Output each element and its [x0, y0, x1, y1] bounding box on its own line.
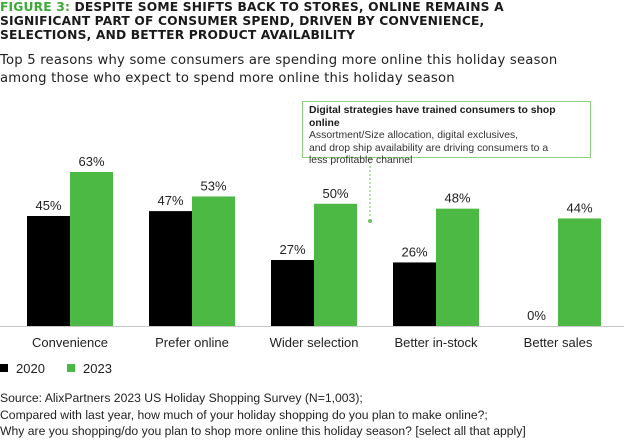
- data-label-2020-4: 26%: [401, 244, 427, 259]
- bar-2020-3: [271, 260, 314, 326]
- data-label-2023-5: 44%: [566, 200, 592, 215]
- legend-item-2020: 2020: [0, 361, 45, 376]
- data-label-2023-1: 63%: [78, 154, 104, 169]
- source-line-2: Compared with last year, how much of you…: [0, 407, 488, 422]
- data-label-2023-3: 50%: [322, 186, 348, 201]
- subtitle-line-1: Top 5 reasons why some consumers are spe…: [0, 53, 558, 68]
- bar-2020-4: [393, 262, 436, 326]
- category-label-1: Convenience: [32, 335, 108, 350]
- figure-title-line-2: SIGNIFICANT PART OF CONSUMER SPEND, DRIV…: [0, 14, 485, 28]
- category-label-3: Wider selection: [270, 335, 359, 350]
- callout-line-2: and drop ship availability are driving c…: [309, 142, 549, 154]
- source-line-3: Why are you shopping/do you plan to shop…: [0, 424, 526, 438]
- callout-connector-dot: [368, 219, 372, 223]
- data-label-2020-3: 27%: [279, 242, 305, 257]
- legend-item-2023: 2023: [67, 361, 112, 376]
- data-label-2020-1: 45%: [35, 198, 61, 213]
- legend-label-2020: 2020: [16, 361, 45, 376]
- bar-2023-3: [314, 203, 357, 326]
- source-note: Source: AlixPartners 2023 US Holiday Sho…: [0, 390, 624, 440]
- chart-subtitle: Top 5 reasons why some consumers are spe…: [0, 52, 624, 88]
- subtitle-line-2: among those who expect to spend more onl…: [0, 71, 455, 86]
- figure-title-line-3: SELECTIONS, AND BETTER PRODUCT AVAILABIL…: [0, 28, 356, 42]
- bar-2023-4: [436, 208, 479, 326]
- figure-title: FIGURE 3: DESPITE SOME SHIFTS BACK TO ST…: [0, 0, 620, 42]
- legend-label-2023: 2023: [83, 361, 112, 376]
- bar-2020-2: [149, 211, 192, 326]
- figure-number: FIGURE 3:: [0, 0, 71, 14]
- category-label-4: Better in-stock: [394, 335, 478, 350]
- category-label-2: Prefer online: [155, 335, 229, 350]
- callout-line-1: Assortment/Size allocation, digital excl…: [309, 130, 519, 142]
- bar-2023-5: [558, 218, 601, 326]
- source-line-1: Source: AlixPartners 2023 US Holiday Sho…: [0, 391, 363, 405]
- bar-2023-1: [70, 172, 113, 326]
- bar-2023-2: [192, 196, 235, 326]
- category-label-5: Better sales: [524, 335, 593, 350]
- legend-swatch-2020: [0, 364, 8, 372]
- callout-box: Digital strategies have trained consumer…: [302, 101, 591, 166]
- data-label-2023-2: 53%: [200, 178, 226, 193]
- legend-swatch-2023: [67, 364, 75, 372]
- data-label-2020-2: 47%: [157, 193, 183, 208]
- callout-heading: Digital strategies have trained consumer…: [309, 105, 556, 129]
- figure-title-line-1: DESPITE SOME SHIFTS BACK TO STORES, ONLI…: [74, 0, 504, 14]
- data-label-2023-4: 48%: [444, 191, 470, 206]
- callout-line-3: less profitable channel: [309, 155, 413, 167]
- data-label-2020-5: 0%: [527, 308, 546, 323]
- bar-2020-1: [27, 216, 70, 326]
